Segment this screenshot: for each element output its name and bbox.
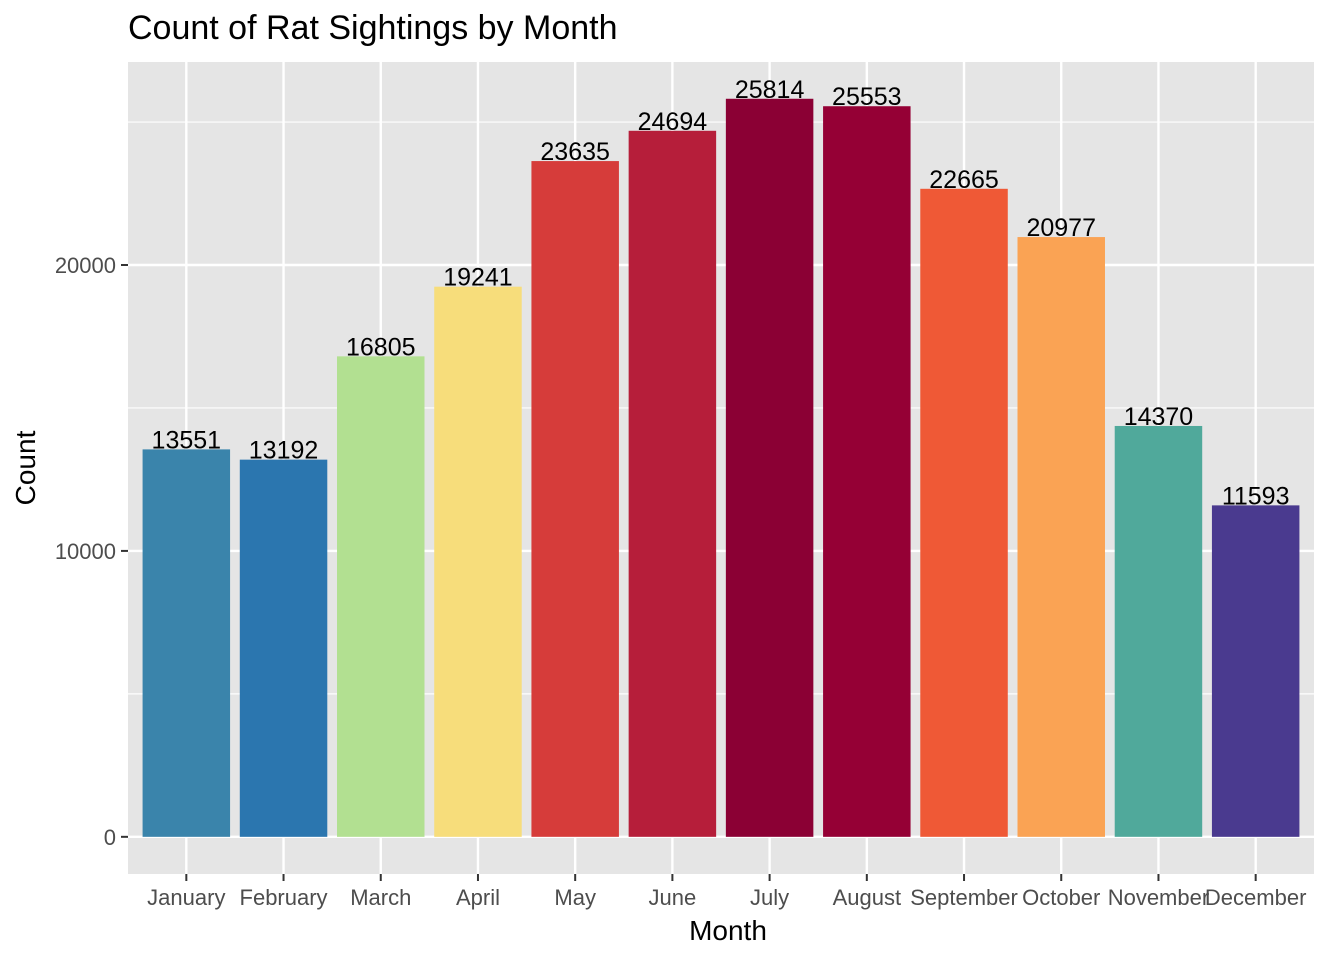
bar-value-label: 25553 bbox=[832, 83, 902, 111]
bar bbox=[1114, 425, 1203, 837]
bar bbox=[628, 130, 717, 837]
y-tick-label: 0 bbox=[104, 825, 116, 850]
x-axis: January February March April May June July Augu… bbox=[147, 874, 1306, 910]
bar bbox=[142, 449, 231, 837]
x-tick-label: April bbox=[456, 885, 500, 910]
bar-value-label: 19241 bbox=[443, 264, 513, 292]
bar-value-label: 22665 bbox=[929, 166, 999, 194]
bar bbox=[434, 286, 522, 837]
bar bbox=[337, 356, 425, 837]
x-tick-label: June bbox=[649, 885, 697, 910]
bar bbox=[1017, 237, 1105, 837]
bar bbox=[531, 161, 619, 837]
x-tick-label: March bbox=[350, 885, 411, 910]
bar bbox=[725, 98, 814, 837]
bar bbox=[1211, 505, 1300, 837]
bar-value-label: 11593 bbox=[1222, 482, 1290, 510]
x-tick-label: February bbox=[240, 885, 328, 910]
x-tick-label: October bbox=[1022, 885, 1100, 910]
bar-value-label: 14370 bbox=[1124, 403, 1194, 431]
bars bbox=[142, 98, 1300, 837]
bar-value-label: 25814 bbox=[735, 76, 805, 104]
bar-value-label: 20977 bbox=[1026, 214, 1096, 242]
y-axis: 0 10000 20000 bbox=[55, 253, 128, 850]
chart-title: Count of Rat Sightings by Month bbox=[128, 9, 618, 47]
x-tick-label: January bbox=[147, 885, 225, 910]
bar-value-labels: 13551 13192 16805 19241 23635 24694 25814 25553… bbox=[152, 76, 1290, 511]
x-tick-label: August bbox=[833, 885, 902, 910]
y-axis-title: Count bbox=[10, 430, 41, 505]
x-tick-label: July bbox=[750, 885, 789, 910]
bar bbox=[823, 106, 911, 837]
y-tick-label: 10000 bbox=[55, 539, 116, 564]
x-axis-title: Month bbox=[689, 915, 767, 946]
bar-value-label: 13551 bbox=[152, 426, 222, 454]
bar-value-label: 24694 bbox=[638, 108, 708, 136]
x-tick-label: November bbox=[1108, 885, 1209, 910]
bar-value-label: 16805 bbox=[346, 333, 416, 361]
bar bbox=[239, 459, 328, 837]
bar bbox=[920, 188, 1008, 837]
x-tick-label: May bbox=[554, 885, 596, 910]
bar-value-label: 13192 bbox=[249, 437, 319, 465]
bar-value-label: 23635 bbox=[540, 138, 610, 166]
y-tick-label: 20000 bbox=[55, 253, 116, 278]
x-tick-label: September bbox=[910, 885, 1018, 910]
x-tick-label: December bbox=[1205, 885, 1306, 910]
